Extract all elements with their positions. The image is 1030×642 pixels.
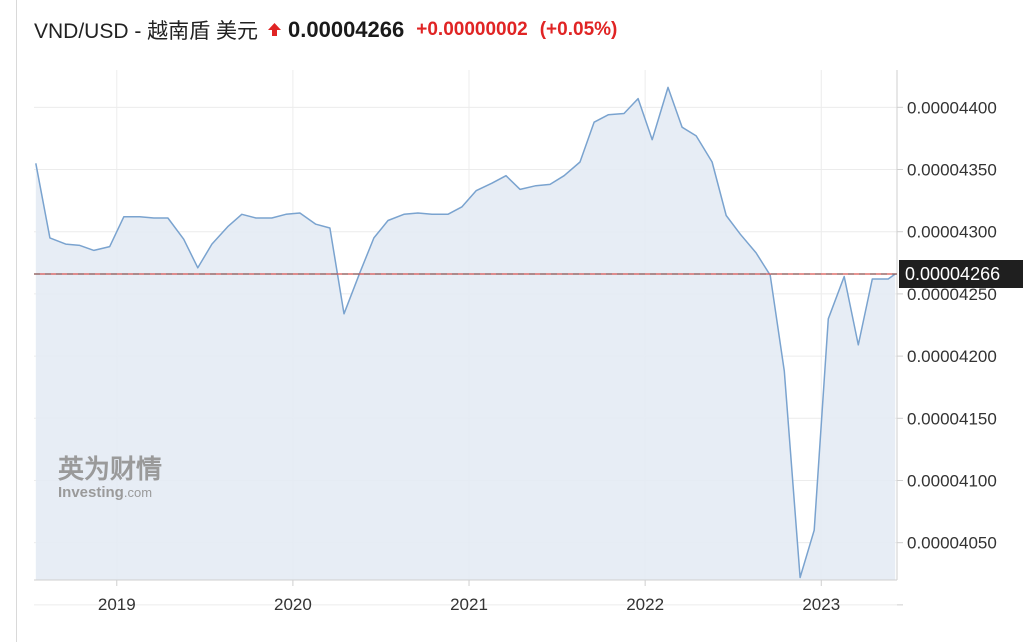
y-tick-label: 0.00004400 bbox=[907, 98, 997, 117]
watermark-brand: Investing bbox=[58, 484, 124, 501]
x-tick-label: 2023 bbox=[802, 595, 840, 614]
price-change: +0.00000002 bbox=[416, 19, 528, 40]
pair-title: VND/USD - 越南盾 美元 bbox=[34, 20, 259, 43]
current-price-label-bg bbox=[899, 260, 1023, 288]
y-tick-label: 0.00004350 bbox=[907, 161, 997, 180]
x-tick-label: 2021 bbox=[450, 595, 488, 614]
x-tick-label: 2022 bbox=[626, 595, 664, 614]
series-area-fill bbox=[35, 87, 896, 581]
price-area bbox=[35, 86, 896, 581]
price-change-percent: (+0.05%) bbox=[539, 19, 618, 40]
axes: 0.00004050 0.00004100 0.00004150 0.00004200… bbox=[34, 70, 997, 614]
x-tick-label: 2020 bbox=[274, 595, 312, 614]
current-price-marker: 0.00004266 bbox=[34, 260, 1023, 288]
series-line bbox=[35, 86, 896, 579]
investing-watermark: 英为财情 Investing.com bbox=[58, 455, 162, 501]
y-tick-label: 0.00004050 bbox=[907, 534, 997, 553]
watermark-cn-text: 英为财情 bbox=[58, 455, 162, 485]
y-tick-label: 0.00004200 bbox=[907, 347, 997, 366]
x-tick-label: 2019 bbox=[98, 595, 136, 614]
left-border bbox=[16, 0, 17, 642]
watermark-en-text: Investing.com bbox=[58, 484, 152, 501]
quote-header: VND/USD - 越南盾 美元 0.00004266 +0.00000002 … bbox=[34, 14, 617, 46]
y-tick-label: 0.00004300 bbox=[907, 223, 997, 242]
y-tick-label: 0.00004250 bbox=[907, 285, 997, 304]
up-arrow-icon bbox=[268, 23, 282, 36]
y-tick-label: 0.00004150 bbox=[907, 409, 997, 428]
current-price-label: 0.00004266 bbox=[905, 264, 1000, 284]
watermark-domain: .com bbox=[124, 485, 152, 500]
y-tick-label: 0.00004100 bbox=[907, 471, 997, 490]
current-price: 0.00004266 bbox=[288, 17, 405, 42]
